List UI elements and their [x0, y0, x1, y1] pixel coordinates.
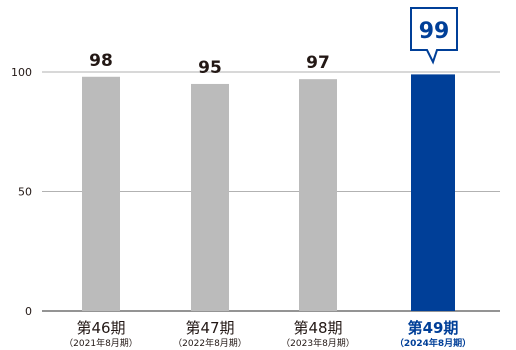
category-sublabel: （2021年8月期）: [64, 337, 138, 349]
value-label: 97: [306, 53, 330, 73]
category-label: 第47期: [185, 319, 234, 337]
y-tick-label: 50: [18, 186, 32, 199]
y-tick-label: 0: [25, 305, 32, 318]
bars: [82, 74, 455, 311]
y-tick-labels: 0 50 100: [11, 66, 32, 318]
category-label: 第48期: [293, 319, 342, 337]
category-sublabel: （2023年8月期）: [281, 337, 355, 349]
category-sublabel: （2024年8月期）: [395, 337, 471, 349]
value-label: 99: [419, 19, 450, 44]
category-sublabel: （2022年8月期）: [173, 337, 247, 349]
bar-highlighted: [411, 74, 455, 311]
x-tick-labels: 第46期（2021年8月期） 第47期（2022年8月期） 第48期（2023年8月…: [64, 319, 471, 349]
value-labels: 98 95 97 99: [89, 7, 458, 78]
y-tick-label: 100: [11, 66, 32, 79]
value-label: 98: [89, 51, 113, 71]
bar: [299, 79, 337, 311]
bar: [191, 83, 229, 311]
bar: [82, 76, 120, 311]
category-label: 第49期: [408, 319, 459, 337]
category-label: 第46期: [76, 319, 125, 337]
value-callout-bubble: [410, 7, 458, 65]
value-label: 95: [198, 58, 222, 78]
